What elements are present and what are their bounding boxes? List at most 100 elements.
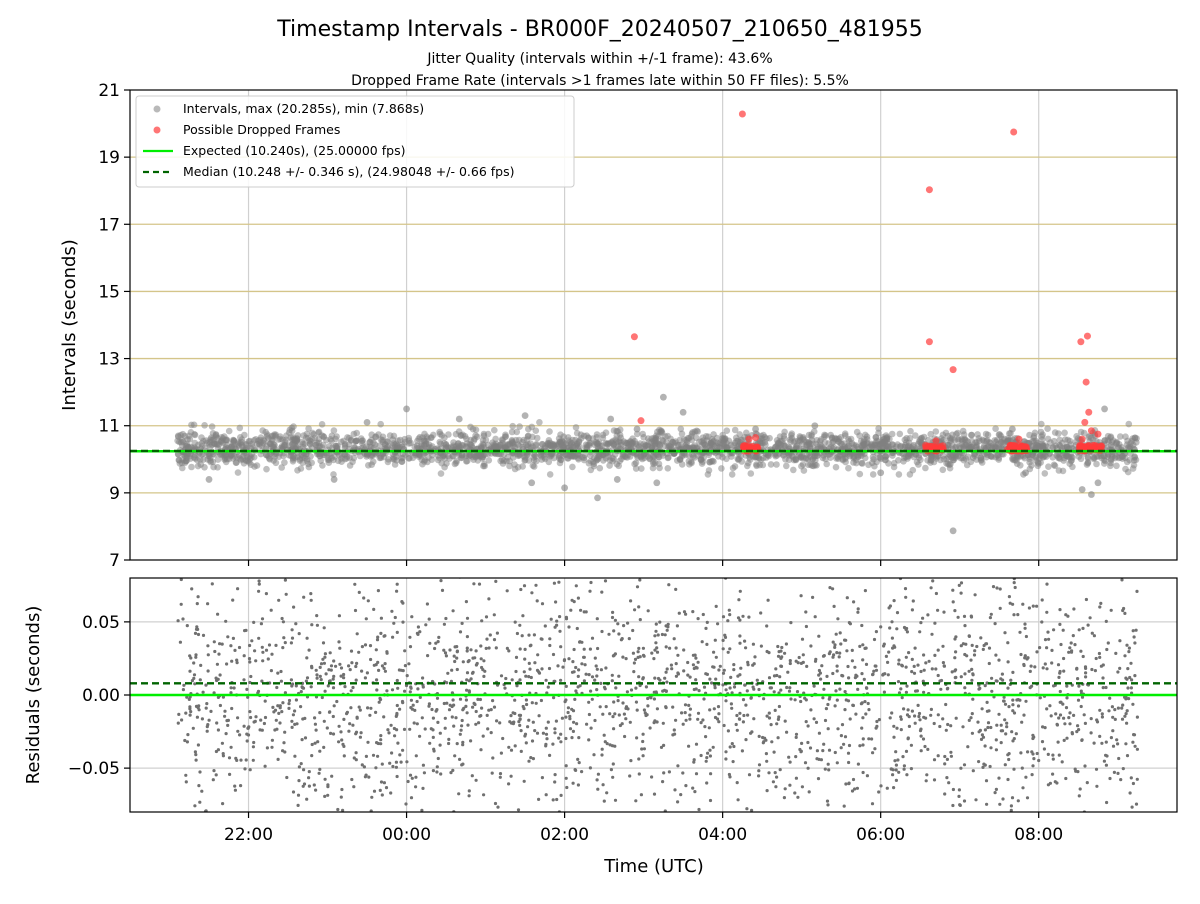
interval-point (739, 458, 746, 465)
residual-point (536, 653, 539, 656)
residual-point (960, 836, 963, 839)
residual-point (692, 654, 695, 657)
interval-outlier-point (456, 416, 463, 423)
residual-point (885, 655, 888, 658)
residual-point (180, 718, 183, 721)
residual-point (657, 633, 660, 636)
residual-point (893, 599, 896, 602)
residual-point (731, 742, 734, 745)
residual-point (611, 611, 614, 614)
residual-point (818, 732, 821, 735)
residual-point (770, 740, 773, 743)
residual-point (988, 647, 991, 650)
interval-point (971, 452, 978, 459)
residual-point (495, 646, 498, 649)
residual-point (234, 789, 237, 792)
interval-point (347, 462, 354, 469)
residual-point (687, 745, 690, 748)
residual-point (953, 609, 956, 612)
residual-point (726, 619, 729, 622)
interval-point (319, 421, 326, 428)
residual-point (633, 661, 636, 664)
residual-point (537, 798, 540, 801)
residual-point (395, 766, 398, 769)
residual-point (985, 642, 988, 645)
residual-point (747, 616, 750, 619)
residual-point (233, 686, 236, 689)
residual-point (1047, 638, 1050, 641)
interval-point (891, 460, 898, 467)
residual-point (724, 750, 727, 753)
residual-point (596, 788, 599, 791)
interval-point (531, 452, 538, 459)
interval-point (290, 423, 297, 430)
interval-point (1113, 463, 1120, 470)
residual-point (555, 720, 558, 723)
residual-point (1136, 748, 1139, 751)
interval-point (634, 454, 641, 461)
residual-point (1057, 676, 1060, 679)
residual-point (951, 804, 954, 807)
residual-point (1098, 656, 1101, 659)
residual-point (370, 796, 373, 799)
interval-point (542, 443, 549, 450)
residual-point (1072, 714, 1075, 717)
residual-point (380, 780, 383, 783)
residual-point (417, 625, 420, 628)
residual-point (1131, 741, 1134, 744)
residual-point (1003, 718, 1006, 721)
residual-point (943, 762, 946, 765)
interval-point (1026, 432, 1033, 439)
residual-point (330, 775, 333, 778)
residual-point (519, 647, 522, 650)
residual-point (764, 816, 767, 819)
residual-point (1063, 739, 1066, 742)
residual-point (297, 794, 300, 797)
residual-point (572, 730, 575, 733)
residual-point (518, 724, 521, 727)
residual-point (605, 791, 608, 794)
residual-point (937, 754, 940, 757)
interval-point (1038, 421, 1045, 428)
residual-point (722, 615, 725, 618)
residual-point (822, 688, 825, 691)
residual-point (783, 796, 786, 799)
residual-point (559, 740, 562, 743)
residual-point (379, 742, 382, 745)
residual-point (358, 591, 361, 594)
residual-point (778, 650, 781, 653)
residual-point (1052, 628, 1055, 631)
residual-point (801, 638, 804, 641)
residual-point (1012, 613, 1015, 616)
residual-point (553, 780, 556, 783)
residual-point (807, 767, 810, 770)
interval-point (492, 436, 499, 443)
interval-point (530, 462, 537, 469)
residual-point (1082, 655, 1085, 658)
residual-point (1130, 686, 1133, 689)
interval-point (686, 452, 693, 459)
interval-point (798, 463, 805, 470)
interval-point (188, 422, 195, 429)
residual-point (705, 643, 708, 646)
interval-point (235, 469, 242, 476)
interval-point (587, 452, 594, 459)
interval-point (803, 442, 810, 449)
residual-point (416, 633, 419, 636)
residual-point (840, 746, 843, 749)
residual-point (606, 742, 609, 745)
residual-point (281, 646, 284, 649)
residual-point (1057, 716, 1060, 719)
interval-point (263, 466, 270, 473)
residual-point (890, 767, 893, 770)
interval-outlier-point (594, 494, 601, 501)
residual-point (644, 714, 647, 717)
residual-point (340, 788, 343, 791)
residual-point (249, 675, 252, 678)
interval-point (1129, 435, 1136, 442)
interval-point (1042, 470, 1049, 477)
residual-point (449, 771, 452, 774)
residual-point (871, 802, 874, 805)
residual-point (902, 707, 905, 710)
residual-point (332, 686, 335, 689)
